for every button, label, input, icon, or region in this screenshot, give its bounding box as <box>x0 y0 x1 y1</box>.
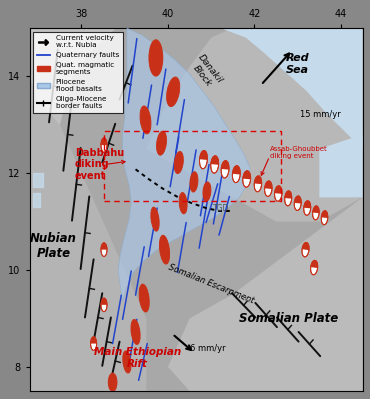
Text: Somalian Escarpment: Somalian Escarpment <box>167 262 255 305</box>
Ellipse shape <box>313 206 319 220</box>
Ellipse shape <box>321 211 328 225</box>
Text: Main Ethiopian
Rift: Main Ethiopian Rift <box>94 347 181 369</box>
Ellipse shape <box>179 193 187 214</box>
Polygon shape <box>91 337 97 344</box>
Polygon shape <box>232 166 240 174</box>
Polygon shape <box>311 261 318 268</box>
Text: Nubian
Plate: Nubian Plate <box>30 232 77 260</box>
Polygon shape <box>168 198 363 391</box>
Ellipse shape <box>157 131 166 155</box>
Legend: Current velocity
w.r.t. Nubia, Quaternary faults, Quat. magmatic
segments, Plioc: Current velocity w.r.t. Nubia, Quaternar… <box>33 32 122 113</box>
Polygon shape <box>221 161 229 170</box>
Polygon shape <box>30 28 116 198</box>
Ellipse shape <box>199 150 208 169</box>
Ellipse shape <box>101 243 107 257</box>
Ellipse shape <box>166 77 180 107</box>
Polygon shape <box>220 28 363 149</box>
Text: 6 mm/yr: 6 mm/yr <box>191 344 226 353</box>
Text: Danakil
Block: Danakil Block <box>188 53 224 92</box>
Ellipse shape <box>311 261 318 275</box>
Ellipse shape <box>140 106 151 134</box>
Ellipse shape <box>174 152 183 174</box>
Text: Dabbahu
diking
event: Dabbahu diking event <box>75 148 124 181</box>
Polygon shape <box>147 28 363 221</box>
Polygon shape <box>302 243 309 250</box>
Text: TGD: TGD <box>213 203 230 213</box>
Text: Somalian Plate: Somalian Plate <box>239 312 339 325</box>
Text: 15 mm/yr: 15 mm/yr <box>300 110 341 119</box>
Ellipse shape <box>211 156 219 173</box>
Ellipse shape <box>243 171 250 187</box>
Ellipse shape <box>232 166 240 183</box>
Polygon shape <box>101 138 107 145</box>
Ellipse shape <box>190 172 198 192</box>
Polygon shape <box>254 176 262 184</box>
Ellipse shape <box>101 138 107 152</box>
Ellipse shape <box>304 201 311 215</box>
Polygon shape <box>33 193 40 207</box>
Polygon shape <box>321 211 328 218</box>
Ellipse shape <box>265 181 272 196</box>
Polygon shape <box>313 206 319 213</box>
Ellipse shape <box>159 235 169 264</box>
Polygon shape <box>199 150 208 160</box>
Bar <box>104 130 281 201</box>
Polygon shape <box>294 196 301 203</box>
Ellipse shape <box>149 40 163 76</box>
Polygon shape <box>30 76 147 391</box>
Polygon shape <box>243 171 250 180</box>
Ellipse shape <box>131 320 140 344</box>
Ellipse shape <box>139 284 149 312</box>
Text: Red
Sea: Red Sea <box>286 53 310 75</box>
Polygon shape <box>285 191 292 199</box>
Polygon shape <box>33 173 43 187</box>
Ellipse shape <box>285 191 292 206</box>
Ellipse shape <box>151 207 159 231</box>
Ellipse shape <box>108 373 117 391</box>
Ellipse shape <box>203 182 211 201</box>
Ellipse shape <box>101 298 107 312</box>
Ellipse shape <box>302 243 309 257</box>
Ellipse shape <box>221 161 229 178</box>
Polygon shape <box>275 186 282 194</box>
Ellipse shape <box>294 196 301 210</box>
Ellipse shape <box>91 337 97 350</box>
Ellipse shape <box>275 186 282 201</box>
Text: Assab-Ghoubbet
diking event: Assab-Ghoubbet diking event <box>270 146 327 159</box>
Polygon shape <box>319 134 363 198</box>
Polygon shape <box>265 181 272 189</box>
Ellipse shape <box>254 176 262 192</box>
Polygon shape <box>101 243 107 250</box>
Polygon shape <box>211 156 219 165</box>
Polygon shape <box>101 298 107 305</box>
Ellipse shape <box>123 351 131 373</box>
Polygon shape <box>304 201 311 208</box>
Polygon shape <box>118 28 250 302</box>
